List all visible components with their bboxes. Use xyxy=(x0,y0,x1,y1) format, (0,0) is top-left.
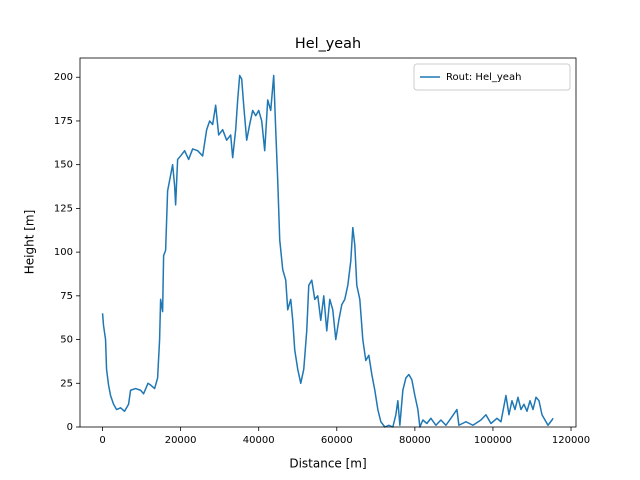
y-axis-label: Height [m] xyxy=(23,210,37,275)
x-tick-label: 80000 xyxy=(399,435,431,446)
y-tick-label: 0 xyxy=(67,422,73,433)
y-tick-label: 25 xyxy=(60,378,73,389)
line-series xyxy=(101,74,554,428)
y-tick-label: 200 xyxy=(54,72,73,83)
y-tick-label: 175 xyxy=(54,116,73,127)
chart-title: Hel_yeah xyxy=(295,36,361,52)
y-tick-label: 75 xyxy=(60,291,73,302)
legend-box xyxy=(413,63,571,91)
x-tick-label: 20000 xyxy=(165,435,197,446)
x-tick-label: 120000 xyxy=(552,435,590,446)
x-tick-label: 40000 xyxy=(243,435,275,446)
y-tick-label: 150 xyxy=(54,160,73,171)
y-tick-label: 100 xyxy=(54,247,73,258)
plot-frame xyxy=(79,57,577,428)
y-tick-label: 50 xyxy=(60,335,73,346)
x-tick-label: 60000 xyxy=(321,435,353,446)
x-axis-label: Distance [m] xyxy=(289,457,366,471)
x-tick-label: 100000 xyxy=(474,435,512,446)
legend-label: Rout: Hel_yeah xyxy=(446,72,521,83)
y-tick-label: 125 xyxy=(54,203,73,214)
x-tick-label: 0 xyxy=(99,435,105,446)
